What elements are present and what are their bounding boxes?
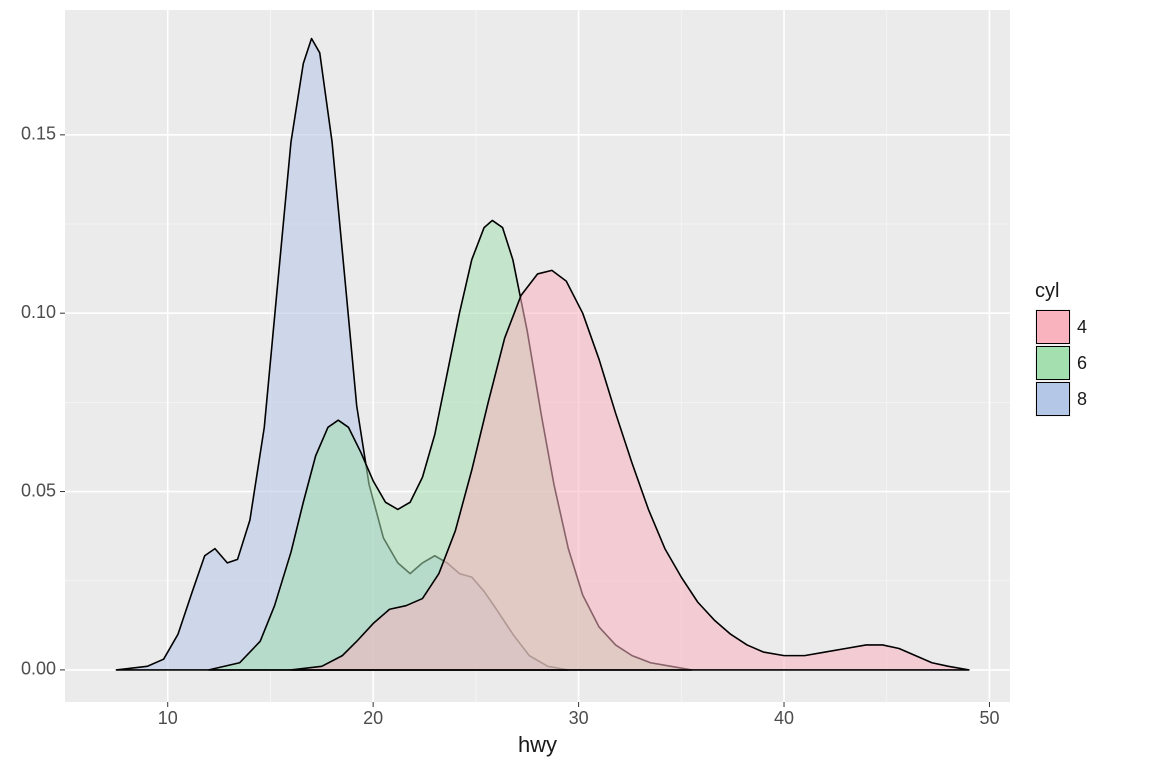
y-tick-label: 0.00 [21, 659, 56, 679]
density-plot-figure: 10 20 30 40 50 0.00 0.05 0.10 0.15 hwy cyl 4 6 8 [0, 0, 1152, 768]
legend-item-6: 6 [1035, 345, 1087, 381]
legend-label: 8 [1077, 389, 1087, 410]
x-tick-label: 20 [363, 708, 383, 728]
x-tick-label: 50 [979, 708, 999, 728]
y-tick-label: 0.10 [21, 302, 56, 322]
chart-svg: 10 20 30 40 50 0.00 0.05 0.10 0.15 hwy [0, 0, 1152, 768]
x-axis-title: hwy [518, 732, 557, 757]
legend-swatch [1036, 310, 1070, 344]
legend-item-4: 4 [1035, 309, 1087, 345]
legend-item-8: 8 [1035, 381, 1087, 417]
y-tick-label: 0.15 [21, 124, 56, 144]
legend-items: 4 6 8 [1035, 309, 1087, 417]
x-tick-label: 10 [158, 708, 178, 728]
legend: cyl 4 6 8 [1035, 280, 1087, 417]
legend-label: 6 [1077, 353, 1087, 374]
legend-swatch [1036, 382, 1070, 416]
y-tick-label: 0.05 [21, 480, 56, 500]
legend-key [1035, 345, 1071, 381]
legend-key [1035, 309, 1071, 345]
legend-label: 4 [1077, 317, 1087, 338]
x-tick-label: 40 [774, 708, 794, 728]
legend-key [1035, 381, 1071, 417]
legend-swatch [1036, 346, 1070, 380]
x-tick-label: 30 [569, 708, 589, 728]
legend-title: cyl [1035, 280, 1087, 303]
